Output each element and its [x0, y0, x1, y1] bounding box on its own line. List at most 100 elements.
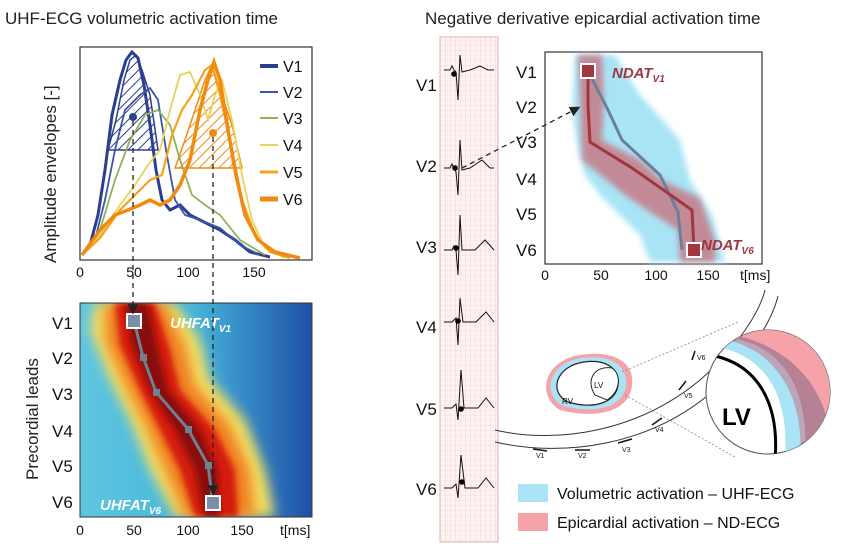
- zoom-endocardium-line: [714, 354, 778, 454]
- zoom-line-bottom: [624, 394, 736, 458]
- ecg-lead-v5: V5: [416, 400, 437, 419]
- heatmap-lead-v3: V3: [52, 385, 73, 404]
- ndat-xtick-150: 150: [696, 267, 720, 283]
- ecg-dot-v3: [453, 245, 459, 251]
- ndat-lead-v2: V2: [516, 98, 537, 117]
- right-title: Negative derivative epicardial activatio…: [425, 9, 760, 28]
- envelope-xtick-50: 50: [126, 264, 142, 280]
- bottom-legend: Volumetric activation – UHF-ECG Epicardi…: [518, 484, 794, 532]
- uhfat-v1-label: UHFATV1: [170, 315, 232, 335]
- ndat-lead-v6: V6: [516, 241, 537, 260]
- envelope-xtick-150: 150: [242, 264, 266, 280]
- left-title: UHF-ECG volumetric activation time: [5, 9, 278, 28]
- heatmap-lead-v1: V1: [52, 314, 73, 333]
- heatmap-xtick-50: 50: [126, 522, 142, 538]
- ndat-xtick-100: 100: [644, 267, 668, 283]
- electrode-v4: V4: [655, 427, 664, 434]
- ecg-dot-v6: [459, 479, 465, 485]
- uhfat-v6-label: UHFATV6: [100, 497, 162, 517]
- electrode-v3: V3: [622, 447, 631, 454]
- ndat-lead-v5: V5: [516, 205, 537, 224]
- rv-small-label: RV: [562, 397, 574, 406]
- v3-envelope: [81, 108, 266, 256]
- ecg-dot-v4: [455, 318, 461, 324]
- heatmap-lead-v2: V2: [52, 349, 73, 368]
- ndat-xtick-0: 0: [541, 267, 549, 283]
- electrode-mark-v4: [651, 417, 663, 426]
- ndat-panel: NDATV1 NDATV6 V1 V2 V3 V4 V5 V6 0 50 100…: [516, 51, 770, 283]
- envelope-ylabel: Amplitude envelopes [-]: [41, 85, 60, 263]
- ecg-trace-v2: [444, 139, 494, 196]
- heatmap-xtick-0: 0: [76, 522, 84, 538]
- legend-swatch-epicardial: [518, 513, 548, 531]
- ndat-lead-v4: V4: [516, 170, 537, 189]
- ecg-lead-v4: V4: [416, 318, 437, 337]
- ndat-lead-v3: V3: [516, 133, 537, 152]
- ndat-uhfat-line: [586, 70, 684, 251]
- heatmap-lead-v6: V6: [52, 493, 73, 512]
- electrode-mark-v3: [617, 438, 633, 444]
- ecg-lead-v3: V3: [416, 238, 437, 257]
- ecg-strip: V1 V2 V3 V4 V5 V6: [416, 36, 499, 543]
- legend-label-v5: V5: [283, 165, 303, 182]
- heatmap-lead-v5: V5: [52, 457, 73, 476]
- electrode-mark-v5: [678, 380, 687, 391]
- lv-chamber: [590, 367, 619, 401]
- uhfat-v2-marker: [140, 354, 147, 361]
- legend-label-v2: V2: [283, 85, 303, 102]
- ecg-dot-v5: [458, 406, 464, 412]
- zoom-line-top: [621, 321, 739, 373]
- v5-envelope: [81, 63, 291, 260]
- v6-envelope: [80, 56, 301, 260]
- ecg-dot-v1: [451, 71, 457, 77]
- legend-label-v3: V3: [283, 111, 303, 128]
- uhfat-v6-marker: [205, 495, 221, 511]
- lv-small-label: LV: [594, 381, 604, 390]
- ecg-to-ndat-connector: [461, 106, 581, 169]
- ecg-trace-v3: [444, 214, 495, 276]
- legend-swatch-volumetric: [518, 484, 548, 502]
- legend-label-v6: V6: [283, 192, 303, 209]
- electrode-v2: V2: [578, 453, 587, 460]
- ndat-xunit: t[ms]: [740, 267, 770, 283]
- electrode-v6: V6: [697, 355, 706, 362]
- ecg-trace-v1: [444, 54, 494, 101]
- ecg-lead-v2: V2: [416, 157, 437, 176]
- heatmap-ylabel: Precordial leads: [23, 358, 42, 480]
- envelope-panel: V1 V2 V3 V4 V5 V6 Amplitude envelopes [-…: [41, 46, 313, 280]
- zoom-overlap-band: [728, 335, 830, 454]
- v1-activation-dot: [129, 113, 137, 121]
- ecg-lead-v6: V6: [416, 480, 437, 499]
- uhfat-v3-marker: [153, 389, 160, 396]
- uhfat-v4-marker: [185, 426, 192, 433]
- envelope-xtick-100: 100: [176, 264, 200, 280]
- ecg-lead-v1: V1: [416, 76, 437, 95]
- legend-label-v1: V1: [283, 59, 303, 76]
- uhfat-v5-marker: [205, 462, 212, 469]
- ndat-path-line: [586, 71, 696, 251]
- chest-wall-outer: [494, 295, 779, 449]
- uhfat-v1-marker: [126, 313, 142, 329]
- ndat-lead-v1: V1: [516, 63, 537, 82]
- v6-activation-dot: [209, 129, 217, 137]
- ecg-dot-v2: [452, 165, 458, 171]
- electrode-mark-v6: [691, 350, 696, 361]
- electrode-v1: V1: [536, 453, 545, 460]
- uhfat-path-line: [132, 320, 215, 504]
- v1-envelope: [80, 49, 271, 259]
- ndat-v1-label: NDATV1: [612, 65, 665, 85]
- heatmap-xtick-100: 100: [176, 522, 200, 538]
- envelope-xtick-0: 0: [76, 264, 84, 280]
- chest-wall-inner: [494, 289, 766, 437]
- ndat-v1-marker: [580, 63, 596, 79]
- legend-label-volumetric: Volumetric activation – UHF-ECG: [557, 486, 794, 503]
- v2-envelope: [81, 86, 261, 256]
- heart-diagram: LV RV V1 V2 V3 V4 V5 V6 LV: [494, 289, 831, 460]
- ecg-trace-v6: [444, 454, 495, 499]
- zoom-volumetric-band: [722, 340, 801, 454]
- ndat-v6-label: NDATV6: [701, 237, 754, 257]
- ecg-trace-v4: [444, 297, 495, 346]
- legend-label-v4: V4: [283, 138, 303, 155]
- legend-label-epicardial: Epicardial activation – ND-ECG: [557, 515, 780, 532]
